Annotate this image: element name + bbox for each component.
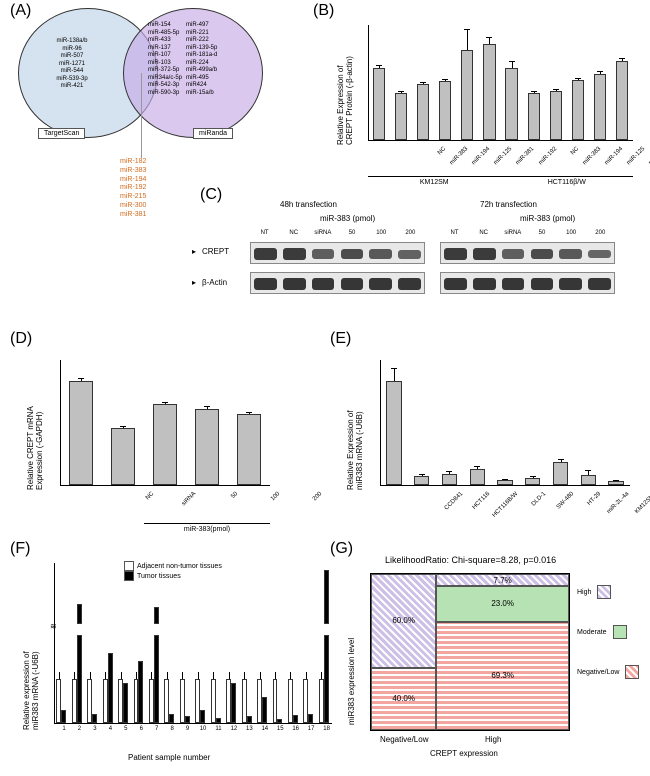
mosaic-cell: 40.0% [371,668,436,730]
bar [616,61,628,140]
bar [414,476,429,485]
venn-overlap-connector [141,73,142,158]
panel-g-title: LikelihoodRatio: Chi-square=8.28, p=0.01… [385,555,556,565]
mosaic-cell: 60.0% [371,574,436,668]
xtick: CCD841 [417,491,464,538]
blot-crept-left [250,242,425,264]
bar [373,68,385,140]
legend-item: Negative/Low [577,665,642,679]
blot-crept-right [440,242,615,264]
legend-item: High [577,585,642,599]
bar [386,381,401,485]
mosaic-x1: Negative/Low [380,735,428,744]
panel-label-d: (D) [10,330,32,348]
panel-c-row1-label: CREPT [202,247,229,256]
bar [581,475,596,485]
bar [550,91,562,140]
bar [69,381,92,485]
bar [553,462,568,485]
panel-c-header-left: 48h transfection [280,200,337,209]
panel-c-dose-left: miR-383 (pmol) [320,214,375,223]
panel-d-ylabel: Relative CREPT mRNAExpression (-GAPDH) [26,406,44,490]
panel-f-legend: Adjacent non-tumor tissuesTumor tissues [124,561,222,581]
panel-e-chart: Relative Expression ofmiR383 mRNA (-U6B)… [340,350,640,535]
legend-item: Moderate [577,625,642,639]
panel-f-xlabel: Patient sample number [128,753,210,762]
panel-g-xlabel: CREPT expression [430,749,498,758]
bar [195,409,218,485]
bar [497,480,512,485]
venn-legend-right: miRanda [193,128,233,139]
mosaic-cell: 69.3% [436,622,569,730]
panel-c-row2-label: β-Actin [202,278,227,287]
panel-f-chart: Relative expression ofmiR383 mRNA (-U6B)… [18,555,338,765]
mosaic-cell: 23.0% [436,586,569,622]
bar [608,481,623,485]
panel-g-ylabel: miR383 expression level [347,638,356,725]
bar [461,50,473,140]
xtick: 200 [276,491,323,538]
bar [572,80,584,140]
panel-c-dose-right: miR-383 (pmol) [520,214,575,223]
bar [111,428,134,485]
bar [417,84,429,140]
bar [483,44,495,140]
mosaic-plot: 60.0%40.0% 7.7%23.0%69.3% [370,573,570,731]
panel-f-ylabel: Relative expression ofmiR383 mRNA (-U6B) [22,651,40,730]
panel-b-ylabel: Relative Expression ofCREPT Protein (-β-… [336,56,354,145]
panel-c-lane-labels: NTNCsiRNA50100200NTNCsiRNA50100200 [250,230,620,236]
venn-left-list: miR-138a/bmiR-96miR-507miR-1271miR-544mi… [32,38,112,91]
blot-actin-left [250,272,425,294]
panel-g-mosaic: LikelihoodRatio: Chi-square=8.28, p=0.01… [345,555,635,765]
panel-b-chart: Relative Expression ofCREPT Protein (-β-… [330,15,640,190]
bar [153,404,176,485]
bar [442,474,457,485]
bar [470,469,485,485]
bar [528,93,540,140]
mosaic-x2: High [485,735,501,744]
bar [439,81,451,140]
bar [525,478,540,485]
blot-actin-right [440,272,615,294]
mosaic-cell: 7.7% [436,574,569,586]
panel-e-ylabel: Relative Expression ofmiR383 mRNA (-U6B) [346,410,364,490]
panel-c-header-right: 72h transfection [480,200,537,209]
bar [395,93,407,140]
bar [505,68,517,140]
panel-g-legend: High Moderate Negative/Low [577,585,642,705]
venn-right-list: miR-154miR-485-5pmiR-433miR-137miR-107mi… [148,22,258,97]
panel-label-e: (E) [330,330,351,348]
bar [594,74,606,140]
bar [237,414,260,485]
venn-legend-left: TargetScan [38,128,85,139]
panel-a-venn: miR-138a/bmiR-96miR-507miR-1271miR-544mi… [18,8,308,218]
panel-c-blot: 48h transfection 72h transfection miR-38… [210,200,630,330]
panel-d-chart: Relative CREPT mRNAExpression (-GAPDH) N… [20,350,280,535]
venn-overlap-list: miR-182miR-383miR-194miR-192miR-215miR-3… [120,158,146,219]
